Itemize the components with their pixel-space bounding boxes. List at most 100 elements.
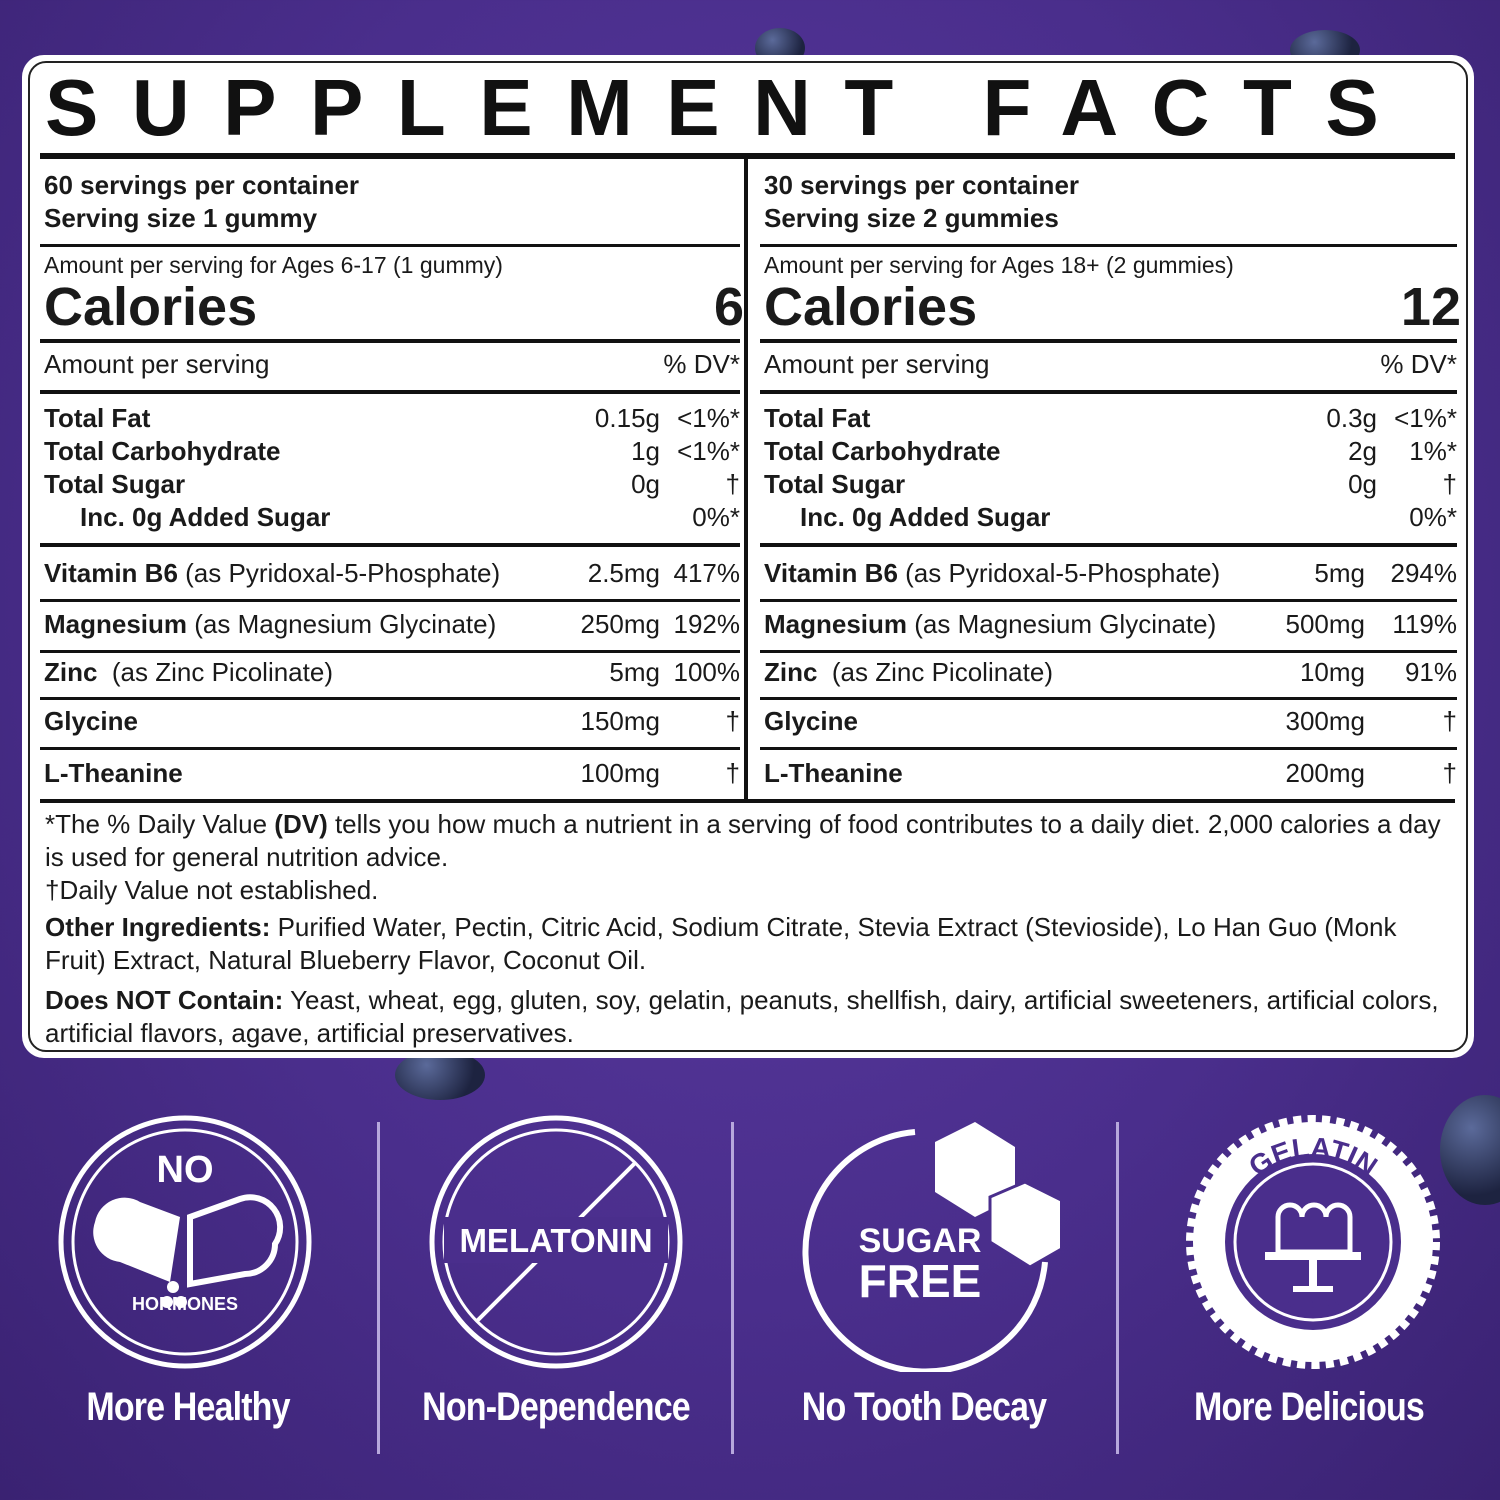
does-not-contain: Does NOT Contain: Yeast, wheat, egg, glu… bbox=[45, 984, 1445, 1050]
does-not-contain-text: Yeast, wheat, egg, gluten, soy, gelatin,… bbox=[45, 985, 1439, 1048]
ingredient-name-cell: Glycine bbox=[44, 706, 581, 737]
ingredient-row: Magnesium (as Magnesium Glycinate) 500mg 1… bbox=[764, 609, 1457, 640]
amount-header: Amount per serving for Ages 18+ (2 gummi… bbox=[764, 252, 1234, 278]
ingredient-dv: † bbox=[725, 758, 740, 788]
supplement-facts-panel bbox=[22, 55, 1474, 1058]
rule bbox=[40, 390, 740, 394]
ingredient-name: L-Theanine bbox=[44, 758, 183, 788]
badge-sugar-text: SUGAR bbox=[859, 1222, 982, 1260]
blueberry-decoration bbox=[395, 1050, 485, 1100]
nutrient-row: Inc. 0g Added Sugar 0%* bbox=[764, 502, 1457, 533]
nutrient-row: Total Sugar 0g † bbox=[764, 469, 1457, 500]
ingredient-dv: 294% bbox=[1390, 558, 1458, 588]
nutrient-name: Total Sugar bbox=[44, 469, 186, 499]
caption-more-delicious: More Delicious bbox=[1194, 1385, 1425, 1429]
calories-value: 6 bbox=[713, 277, 744, 337]
rule bbox=[40, 599, 740, 602]
ingredient-dv: 91% bbox=[1404, 657, 1457, 687]
nutrient-name: Total Fat bbox=[44, 403, 151, 433]
nutrient-amount: 1g bbox=[631, 436, 660, 466]
badge-no-text: NO bbox=[157, 1149, 214, 1191]
ingredient-dv: † bbox=[1442, 758, 1457, 788]
ingredient-name: Glycine bbox=[764, 706, 858, 736]
column-divider bbox=[744, 158, 748, 801]
calories-value: 12 bbox=[1400, 277, 1461, 337]
other-ingredients-label: Other Ingredients: bbox=[45, 912, 271, 942]
ingredient-row: Zinc (as Zinc Picolinate) 5mg 100% bbox=[44, 657, 740, 688]
ingredient-dv: † bbox=[1442, 706, 1457, 736]
ingredient-amount: 250mg bbox=[580, 609, 661, 639]
nutrient-dv: † bbox=[725, 469, 740, 499]
caption-non-dependence: Non-Dependence bbox=[422, 1385, 691, 1429]
no-melatonin-icon: MELATONIN bbox=[429, 1115, 683, 1369]
ingredient-name: Glycine bbox=[44, 706, 138, 736]
amount-per-serving-row: Amount per serving % DV* bbox=[44, 349, 740, 380]
nutrient-amount: 0g bbox=[631, 469, 660, 499]
nutrient-name: Total Carbohydrate bbox=[44, 436, 281, 466]
rule bbox=[40, 697, 740, 700]
column-ages-18-plus: 30 servings per container Serving size 2 … bbox=[760, 158, 1461, 800]
rule bbox=[40, 543, 740, 547]
rule bbox=[40, 650, 740, 653]
ingredient-name-cell: L-Theanine bbox=[764, 758, 1286, 789]
ingredient-name: Magnesium bbox=[764, 609, 908, 639]
rule bbox=[760, 244, 1457, 247]
servings-per-container: 30 servings per container bbox=[764, 170, 1080, 200]
ingredient-dv: 192% bbox=[673, 609, 741, 639]
nutrient-name: Inc. 0g Added Sugar bbox=[800, 502, 1051, 532]
rule bbox=[40, 747, 740, 750]
nutrient-row: Total Sugar 0g † bbox=[44, 469, 740, 500]
ingredient-name-cell: Zinc (as Zinc Picolinate) bbox=[764, 657, 1300, 688]
ingredient-form: (as Pyridoxal-5-Phosphate) bbox=[897, 558, 1221, 588]
ingredient-dv: 119% bbox=[1392, 609, 1457, 639]
title-rule bbox=[40, 153, 1455, 159]
calories-row: Calories 12 bbox=[764, 276, 1461, 338]
nutrient-row: Total Fat 0.3g <1%* bbox=[764, 403, 1457, 434]
ingredient-name-cell: Magnesium (as Magnesium Glycinate) bbox=[44, 609, 581, 640]
amount-per-serving-row: Amount per serving % DV* bbox=[764, 349, 1457, 380]
ingredient-amount: 5mg bbox=[1314, 558, 1365, 588]
ingredient-form: (as Magnesium Glycinate) bbox=[187, 609, 497, 639]
rule bbox=[760, 747, 1457, 750]
badge-hormones-text: HORMONES bbox=[132, 1294, 238, 1314]
ingredient-amount: 150mg bbox=[580, 706, 661, 736]
ingredient-row: L-Theanine 100mg † bbox=[44, 758, 740, 789]
caption-more-healthy: More Healthy bbox=[86, 1385, 290, 1429]
ingredient-form: (as Magnesium Glycinate) bbox=[907, 609, 1217, 639]
other-ingredients: Other Ingredients: Purified Water, Pecti… bbox=[45, 911, 1445, 977]
nutrient-dv: 0%* bbox=[1409, 502, 1457, 532]
ingredient-form: (as Zinc Picolinate) bbox=[97, 657, 333, 687]
ingredient-name-cell: Vitamin B6 (as Pyridoxal-5-Phosphate) bbox=[764, 558, 1314, 589]
ingredient-form: (as Zinc Picolinate) bbox=[817, 657, 1053, 687]
ingredient-row: Glycine 300mg † bbox=[764, 706, 1457, 737]
rule bbox=[760, 339, 1457, 343]
nutrient-name: Total Carbohydrate bbox=[764, 436, 1001, 466]
ingredient-form: (as Pyridoxal-5-Phosphate) bbox=[177, 558, 501, 588]
badge-divider bbox=[731, 1122, 734, 1454]
rule bbox=[760, 697, 1457, 700]
nutrient-amount: 2g bbox=[1348, 436, 1377, 466]
serving-size: Serving size 1 gummy bbox=[44, 203, 318, 233]
no-hormones-capsule-icon: NO HORMONES bbox=[58, 1115, 312, 1369]
nutrient-dv: 0%* bbox=[692, 502, 740, 532]
badge-divider bbox=[1116, 1122, 1119, 1454]
ingredient-row: Zinc (as Zinc Picolinate) 10mg 91% bbox=[764, 657, 1457, 688]
serving-size: Serving size 2 gummies bbox=[764, 203, 1059, 233]
ingredient-dv: 100% bbox=[673, 657, 741, 687]
panel-title: SUPPLEMENT FACTS bbox=[45, 63, 1413, 152]
ingredient-row: L-Theanine 200mg † bbox=[764, 758, 1457, 789]
servings-per-container: 60 servings per container bbox=[44, 170, 360, 200]
calories-label: Calories bbox=[764, 277, 978, 337]
ingredient-name-cell: Zinc (as Zinc Picolinate) bbox=[44, 657, 609, 688]
ingredient-amount: 2.5mg bbox=[587, 558, 660, 588]
nutrient-row: Total Carbohydrate 2g 1%* bbox=[764, 436, 1457, 467]
ingredient-name-cell: Glycine bbox=[764, 706, 1286, 737]
nutrient-amount: 0.3g bbox=[1326, 403, 1377, 433]
panel-border bbox=[28, 61, 1468, 1052]
not-established-note: †Daily Value not established. bbox=[45, 875, 379, 905]
other-ingredients-text: Purified Water, Pectin, Citric Acid, Sod… bbox=[45, 912, 1397, 975]
dv-footnote-suffix: tells you how much a nutrient in a servi… bbox=[45, 809, 1441, 872]
amount-per-serving-label: Amount per serving bbox=[44, 349, 270, 379]
rule bbox=[760, 599, 1457, 602]
ingredient-amount: 100mg bbox=[580, 758, 661, 788]
